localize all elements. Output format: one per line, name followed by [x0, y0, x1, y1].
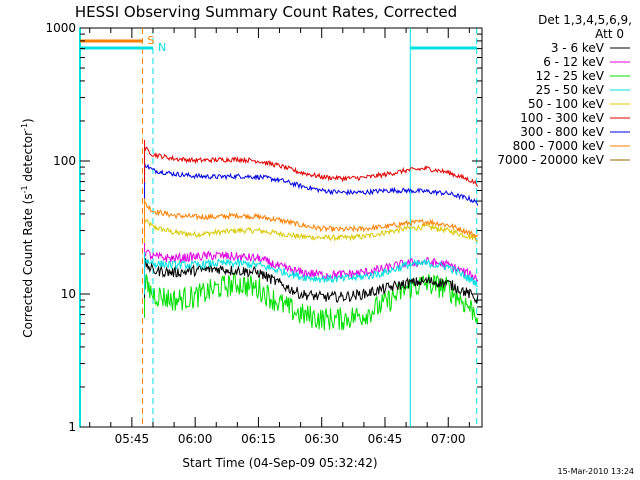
night-marker-label: N — [158, 41, 166, 54]
legend-label: 6 - 12 keV — [543, 55, 605, 69]
legend-label: 800 - 7000 keV — [513, 139, 605, 153]
series-line-800-7000-kev — [144, 201, 479, 240]
y-tick-label: 10 — [61, 287, 76, 301]
y-tick-label: 1000 — [45, 21, 76, 35]
legend-label: 7000 - 20000 keV — [497, 153, 604, 167]
chart-title: HESSI Observing Summary Count Rates, Cor… — [75, 3, 457, 21]
legend-label: 12 - 25 keV — [536, 69, 605, 83]
series-line-50-100-kev — [144, 218, 478, 242]
legend-label: 25 - 50 keV — [536, 83, 605, 97]
series-line-25-50-kev — [144, 258, 478, 288]
legend-header-att: Att 0 — [595, 27, 624, 41]
x-tick-label: 06:00 — [178, 432, 213, 446]
x-tick-label: 06:30 — [304, 432, 339, 446]
y-tick-label: 1 — [68, 420, 76, 434]
y-tick-label: 100 — [53, 154, 76, 168]
legend-header: Det 1,3,4,5,6,9, — [538, 13, 632, 27]
x-tick-label: 07:00 — [431, 432, 466, 446]
series-line-100-300-kev — [144, 146, 479, 187]
saa-marker-label: S — [147, 34, 154, 47]
y-axis-label: Corrected Count Rate (s-1 detector-1) — [20, 118, 35, 337]
legend-label: 100 - 300 keV — [520, 111, 604, 125]
legend-label: 50 - 100 keV — [528, 97, 605, 111]
legend-label: 3 - 6 keV — [551, 41, 605, 55]
series-line-300-800-kev — [144, 162, 479, 206]
x-tick-label: 05:45 — [115, 432, 150, 446]
x-tick-label: 06:15 — [241, 432, 276, 446]
series-line-3-6-kev — [144, 257, 479, 304]
x-axis-label: Start Time (04-Sep-09 05:32:42) — [182, 456, 377, 470]
legend-label: 300 - 800 keV — [520, 125, 604, 139]
x-tick-label: 06:45 — [368, 432, 403, 446]
footer-timestamp: 15-Mar-2010 13:24 — [558, 467, 635, 476]
